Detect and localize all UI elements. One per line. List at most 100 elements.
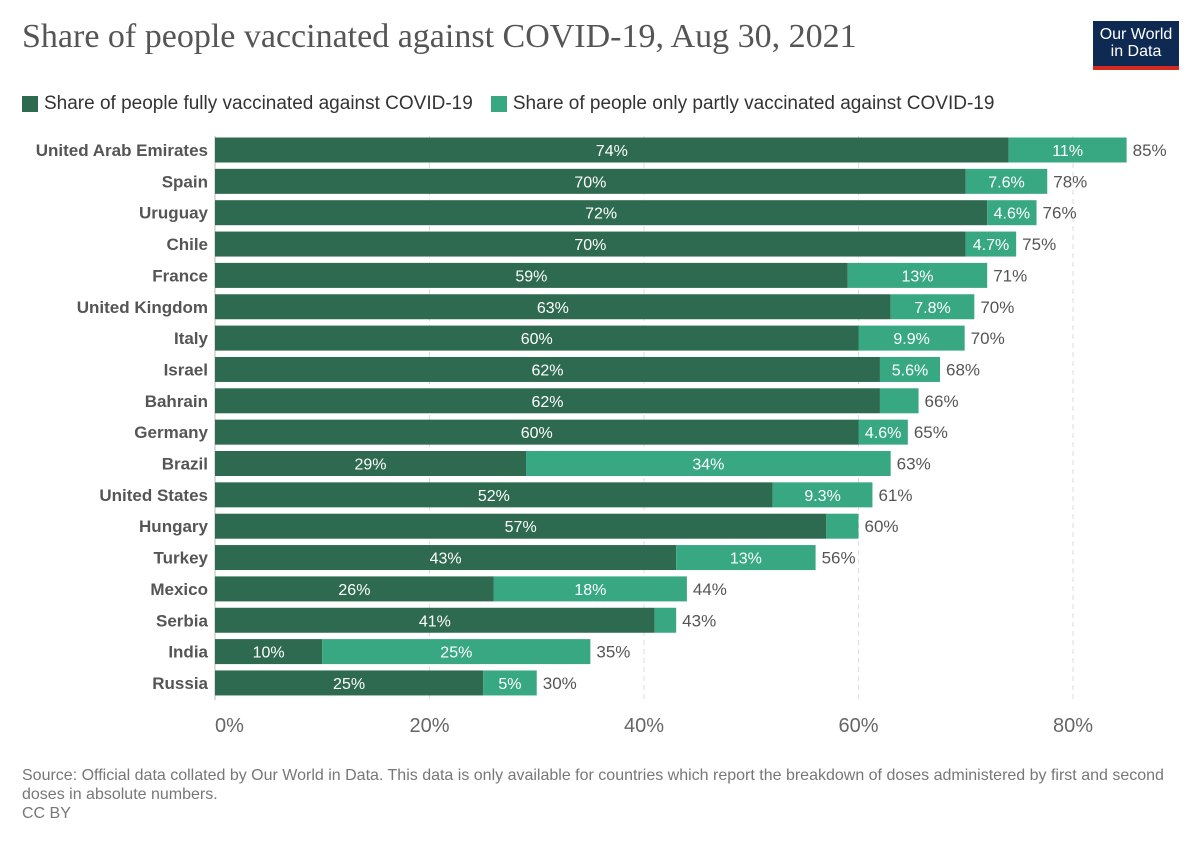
bar-label-fully: 25% (333, 676, 365, 693)
bar-partly (526, 451, 891, 476)
bar-label-partly: 4.6% (865, 425, 901, 442)
bar-partly (987, 200, 1037, 226)
source-note: Source: Official data collated by Our Wo… (22, 767, 1164, 803)
license[interactable]: CC BY (22, 805, 71, 822)
bar-partly (965, 231, 1017, 257)
bar-label-fully: 63% (537, 300, 569, 317)
bar-partly (1008, 137, 1127, 163)
bar-label-partly: 25% (440, 645, 472, 662)
bar-label-fully: 70% (574, 174, 606, 191)
total-label: 56% (822, 549, 856, 568)
total-label: 75% (1022, 235, 1056, 254)
total-label: 30% (543, 674, 577, 693)
total-label: 35% (596, 643, 630, 662)
bar-label-fully: 60% (521, 331, 553, 348)
bar-label-fully: 62% (531, 362, 563, 379)
category-label: Hungary (139, 517, 209, 536)
total-label: 71% (993, 266, 1027, 285)
category-label: Mexico (150, 580, 208, 599)
bar-fully (215, 231, 966, 257)
bar-label-fully: 10% (253, 645, 285, 662)
total-label: 70% (980, 298, 1014, 317)
x-tick-label: 80% (1053, 715, 1093, 737)
total-label: 66% (925, 392, 959, 411)
bar-label-fully: 26% (338, 582, 370, 599)
bar-label-partly: 9.3% (804, 488, 840, 505)
bar-fully (215, 137, 1009, 163)
logo-line1: Our World (1099, 26, 1173, 43)
bar-fully (215, 325, 859, 351)
bar-fully (215, 545, 677, 571)
bar-fully (215, 294, 891, 320)
category-label: Turkey (154, 549, 209, 568)
bar-label-fully: 60% (521, 425, 553, 442)
total-label: 44% (693, 580, 727, 599)
bar-label-partly: 4.6% (994, 206, 1030, 223)
total-label: 85% (1133, 141, 1167, 160)
bar-partly (847, 262, 988, 288)
footer: Source: Official data collated by Our Wo… (22, 766, 1172, 823)
category-label: Russia (152, 674, 208, 693)
legend-label-partly: Share of people only partly vaccinated a… (512, 93, 995, 114)
bar-fully (215, 419, 859, 445)
bar-partly (890, 294, 975, 320)
bar-fully (215, 670, 484, 696)
category-label: Chile (166, 235, 208, 254)
bar-label-partly: 9.9% (893, 331, 929, 348)
legend-item-fully[interactable]: Share of people fully vaccinated against… (22, 93, 473, 115)
legend: Share of people fully vaccinated against… (22, 93, 994, 115)
bar-fully (215, 482, 773, 508)
bar-label-fully: 62% (531, 394, 563, 411)
bar-label-partly: 34% (692, 457, 724, 474)
bar-label-partly: 5.6% (892, 362, 928, 379)
bar-label-partly: 4.7% (973, 237, 1009, 254)
bar-label-partly: 7.6% (988, 174, 1024, 191)
category-label: India (168, 643, 208, 662)
bar-label-fully: 29% (354, 457, 386, 474)
legend-item-partly[interactable]: Share of people only partly vaccinated a… (490, 93, 995, 115)
total-label: 65% (914, 423, 948, 442)
category-label: United Kingdom (77, 298, 208, 317)
bar-label-fully: 41% (419, 613, 451, 630)
bar-label-fully: 57% (505, 519, 537, 536)
category-label: United Arab Emirates (36, 141, 208, 160)
bar-label-partly: 7.8% (914, 300, 950, 317)
bar-partly (483, 670, 537, 696)
bar-partly (826, 513, 859, 539)
legend-swatch-partly (490, 96, 507, 112)
bar-partly (654, 607, 677, 633)
bar-partly (322, 639, 591, 665)
bar-partly (676, 545, 816, 571)
category-label: Brazil (162, 455, 208, 474)
chart-title: Share of people vaccinated against COVID… (22, 18, 857, 55)
owid-logo[interactable]: Our World in Data (1093, 21, 1179, 70)
bar-label-fully: 52% (478, 488, 510, 505)
x-tick-label: 60% (838, 715, 878, 737)
bar-label-fully: 43% (430, 551, 462, 568)
bar-fully (215, 607, 655, 633)
total-label: 70% (971, 329, 1005, 348)
bar-fully (215, 451, 527, 476)
bar-fully (215, 168, 966, 194)
bar-label-partly: 13% (730, 551, 762, 568)
x-tick-label: 20% (409, 715, 449, 737)
bar-partly (772, 482, 873, 508)
bar-fully (215, 262, 848, 288)
category-label: Serbia (156, 611, 209, 630)
category-label: Israel (164, 360, 208, 379)
category-label: United States (99, 486, 208, 505)
bar-fully (215, 639, 323, 665)
category-label: Spain (162, 172, 208, 191)
total-label: 68% (946, 360, 980, 379)
category-label: France (152, 266, 208, 285)
bar-partly (879, 388, 919, 414)
bar-chart: 0% 20% 40% 60% 80% United Arab Emirates 74% 11%… (36, 136, 1167, 737)
logo-line2: in Data (1110, 43, 1162, 60)
bar-fully (215, 513, 827, 539)
legend-swatch-fully (22, 96, 38, 112)
x-tick-label: 0% (215, 715, 244, 737)
bar-partly (493, 576, 687, 602)
bar-partly (879, 356, 941, 382)
bar-partly (858, 419, 908, 445)
bar-label-fully: 70% (574, 237, 606, 254)
